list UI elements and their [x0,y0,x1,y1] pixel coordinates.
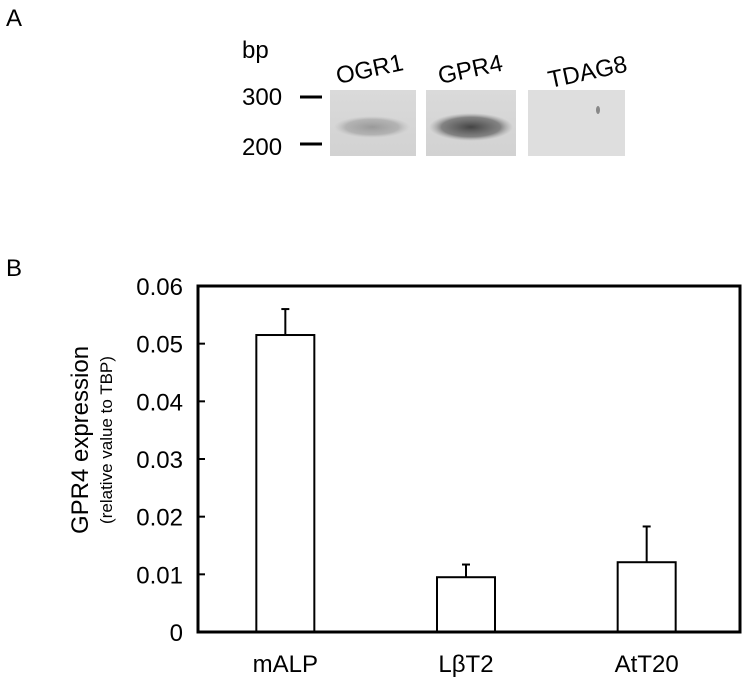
bar [255,334,316,633]
y-tick-label: 0.05 [136,332,183,359]
plot-frame [196,284,742,634]
lane-gpr4 [426,90,516,156]
lane-label-ogr1: OGR1 [334,49,406,90]
y-axis-title: GPR4 expression [67,346,94,534]
bar [616,561,677,633]
lane-ogr1-band [334,116,410,138]
lane-ogr1 [330,90,416,156]
panel-b-label: B [6,255,22,282]
y-axis-subtitle: (relative value to TBP) [97,356,116,524]
marker-200-label: 200 [242,134,282,161]
y-tick-label: 0 [170,620,183,647]
lane-label-tdag8: TDAG8 [546,51,630,94]
y-tick-label: 0.06 [136,274,183,301]
panel-a-label: A [6,5,22,32]
bars [255,334,677,634]
marker-300-label: 300 [242,84,282,111]
y-tick-labels: 0 0.01 0.02 0.03 0.04 0.05 0.06 [136,274,183,647]
lane-gpr4-band [429,113,513,141]
lane-tdag8-speck [596,106,600,114]
bar [436,576,496,634]
x-tick-label: mALP [253,651,318,678]
y-tick-label: 0.04 [136,389,183,416]
lane-tdag8-bg [528,90,625,156]
y-tick-label: 0.01 [136,562,183,589]
y-tick-label: 0.02 [136,505,183,532]
x-tick-label: AtT20 [615,651,679,678]
lane-tdag8 [528,90,625,156]
lane-label-gpr4: GPR4 [436,50,506,90]
x-tick-labels: mALP LβT2 AtT20 [253,651,679,678]
bp-unit-label: bp [242,37,269,64]
gel-lanes [330,90,625,156]
x-tick-label: LβT2 [438,651,493,678]
y-tick-label: 0.03 [136,447,183,474]
error-bars [281,308,651,578]
